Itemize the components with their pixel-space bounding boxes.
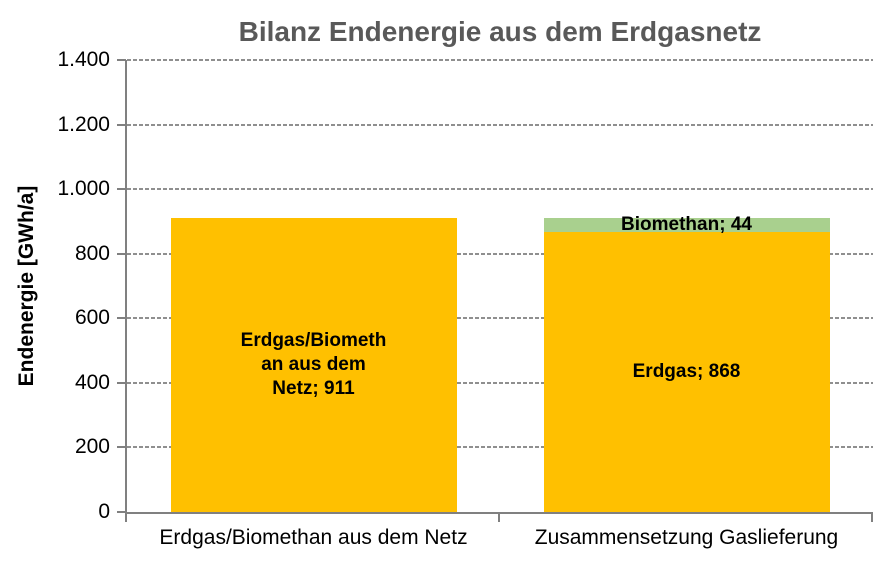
y-axis-line (125, 60, 127, 514)
y-tick-mark (117, 381, 126, 384)
y-tick-label: 0 (98, 500, 110, 523)
gridline (127, 317, 873, 320)
gridline (127, 59, 873, 61)
y-tick-mark (117, 188, 126, 191)
gridline (127, 188, 873, 191)
bar-data-label: Erdgas/Biometh an aus dem Netz; 911 (240, 329, 387, 399)
y-tick-label: 600 (74, 306, 110, 330)
x-category-label: Erdgas/Biomethan aus dem Netz (159, 526, 468, 549)
gridline (127, 381, 873, 384)
x-tick-mark (498, 512, 500, 522)
bar-data-label: Biomethan; 44 (621, 213, 752, 235)
y-tick-label: 800 (74, 241, 110, 265)
y-tick-mark (117, 511, 126, 513)
x-category-label: Zusammensetzung Gaslieferung (534, 526, 839, 549)
y-tick-mark (117, 317, 126, 320)
bar-segment (543, 217, 830, 232)
y-tick-label: 200 (74, 435, 110, 459)
y-tick-mark (117, 252, 126, 255)
x-tick-mark (125, 512, 127, 522)
chart-title: Bilanz Endenergie aus dem Erdgasnetz (238, 16, 762, 47)
gridline (127, 123, 873, 126)
bar-segment (170, 217, 457, 512)
y-tick-mark (117, 446, 126, 449)
y-tick-mark (117, 59, 126, 61)
bar-segment (543, 231, 830, 512)
y-tick-label: 1.200 (57, 112, 110, 136)
gridline (127, 446, 873, 449)
bar-data-label: Erdgas; 868 (632, 360, 741, 382)
x-tick-mark (871, 512, 873, 522)
y-tick-label: 400 (74, 370, 110, 394)
y-tick-label: 1.400 (57, 48, 110, 71)
y-tick-mark (117, 123, 126, 126)
gridline (127, 252, 873, 255)
y-tick-label: 1.000 (57, 177, 110, 201)
